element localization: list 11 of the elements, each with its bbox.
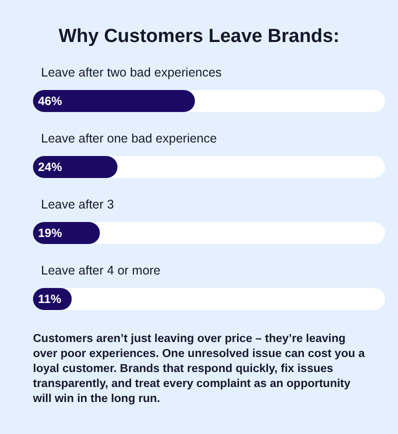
y-tick-label: Leave after 4 or more: [41, 264, 161, 278]
data-label: 19%: [38, 226, 62, 240]
y-tick-label: Leave after 3: [41, 198, 114, 212]
data-label: 24%: [38, 160, 62, 174]
y-tick-label: Leave after one bad experience: [41, 132, 217, 146]
text: Customers aren’t just leaving over price – they’re leaving over poor experiences. One unresolved issue can cost you a loyal customer. Brands that respond quickly, fix issues transparently, and treat every complaint as an opportunity will win in the long run.: [33, 332, 366, 407]
bar: [33, 156, 118, 178]
data-label: 46%: [38, 94, 62, 108]
chart-title: Why Customers Leave Brands:: [58, 26, 340, 47]
y-tick-label: Leave after two bad experiences: [41, 66, 222, 80]
data-label: 11%: [38, 292, 62, 306]
